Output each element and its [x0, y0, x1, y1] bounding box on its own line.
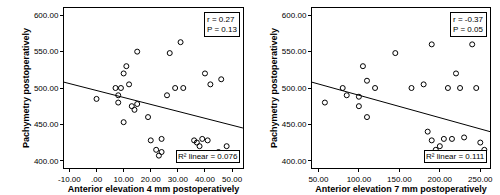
svg-text:100.00: 100.00: [347, 175, 372, 184]
svg-text:r = 0.27P = 0.13: r = 0.27P = 0.13: [207, 15, 237, 34]
svg-text:.00: .00: [91, 175, 103, 184]
svg-text:250.00: 250.00: [468, 175, 493, 184]
svg-text:550.00: 550.00: [282, 47, 307, 56]
svg-text:Anterior elevation 4 mm postop: Anterior elevation 4 mm postoperatively: [68, 184, 240, 194]
svg-text:450.00: 450.00: [282, 120, 307, 129]
svg-text:400.00: 400.00: [34, 157, 59, 166]
svg-text:500.00: 500.00: [34, 84, 59, 93]
svg-text:150.00: 150.00: [387, 175, 412, 184]
svg-text:30.00: 30.00: [168, 175, 189, 184]
svg-text:400.00: 400.00: [282, 157, 307, 166]
svg-text:550.00: 550.00: [34, 47, 59, 56]
svg-text:50.00: 50.00: [308, 175, 329, 184]
svg-text:450.00: 450.00: [34, 120, 59, 129]
svg-text:20.00: 20.00: [141, 175, 162, 184]
svg-text:500.00: 500.00: [282, 84, 307, 93]
svg-text:600.00: 600.00: [282, 11, 307, 20]
svg-text:200.00: 200.00: [428, 175, 453, 184]
svg-text:600.00: 600.00: [34, 11, 59, 20]
svg-text:Pachymetry postoperatively: Pachymetry postoperatively: [21, 28, 31, 148]
svg-text:Anterior elevation 7 mm postop: Anterior elevation 7 mm postoperatively: [315, 184, 487, 194]
svg-text:r = -0.37P = 0.05: r = -0.37P = 0.05: [453, 15, 484, 34]
svg-text:50.00: 50.00: [222, 175, 243, 184]
svg-text:Pachymetry postoperatively: Pachymetry postoperatively: [269, 28, 279, 148]
svg-text:-10.00: -10.00: [58, 175, 81, 184]
svg-text:R² linear = 0.111: R² linear = 0.111: [426, 152, 485, 161]
svg-text:40.00: 40.00: [195, 175, 216, 184]
svg-text:R² linear = 0.076: R² linear = 0.076: [178, 152, 238, 161]
svg-text:10.00: 10.00: [114, 175, 135, 184]
